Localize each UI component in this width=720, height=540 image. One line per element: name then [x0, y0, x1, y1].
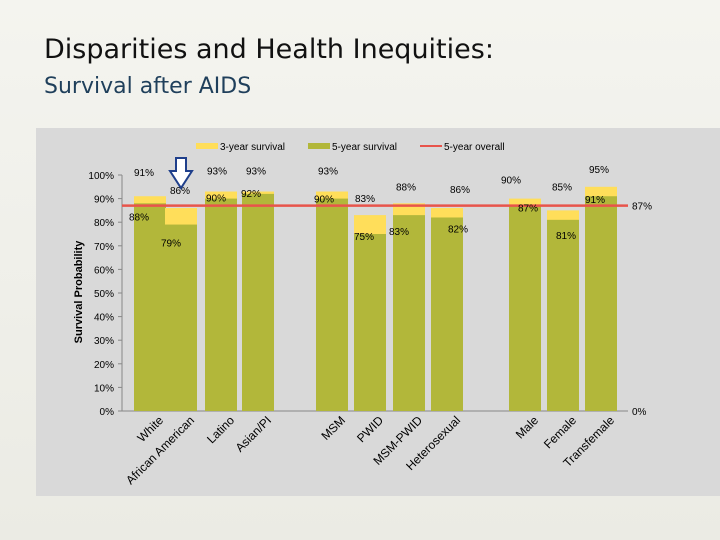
value-label-3-year-2: 93%: [207, 167, 227, 178]
y-tick-label: 100%: [88, 171, 114, 182]
bar-5-year-3: [242, 193, 274, 411]
category-label-4: MSM: [318, 413, 348, 443]
y-tick-label: 10%: [94, 383, 114, 394]
value-label-5-year-7: 82%: [448, 224, 468, 235]
legend-label-3-year: 3-year survival: [220, 142, 285, 153]
value-label-3-year-5: 83%: [355, 194, 375, 205]
chart-panel: 3-year survival 5-year survival 5-year o…: [36, 128, 720, 496]
y-tick-label: 0%: [100, 407, 115, 418]
y-tick-label: 90%: [94, 195, 114, 206]
value-labels: 91% 88% 86% 79% 93% 90% 93% 92% 93% 90% 83% 75% 88% 8…: [129, 165, 647, 418]
slide-subtitle: Survival after AIDS: [44, 74, 252, 99]
value-label-3-year-9: 85%: [552, 182, 572, 193]
value-label-3-year-1: 86%: [170, 186, 190, 197]
value-label-3-year-10: 95%: [589, 165, 609, 176]
value-label-3-year-8: 90%: [501, 176, 521, 187]
bar-5-year-8: [509, 205, 541, 411]
right-zero-label: 0%: [632, 407, 647, 418]
bars: [134, 186, 617, 411]
bar-5-year-0: [134, 203, 166, 411]
bar-5-year-7: [431, 217, 463, 411]
category-label-5: PWID: [354, 413, 386, 445]
bar-5-year-9: [547, 219, 579, 411]
y-axis-label: Survival Probability: [73, 240, 85, 344]
value-label-5-year-6: 83%: [389, 227, 409, 238]
slide-title: Disparities and Health Inequities:: [44, 34, 494, 65]
legend-label-5-year: 5-year survival: [332, 142, 397, 153]
bar-5-year-10: [585, 196, 617, 411]
value-label-5-year-5: 75%: [354, 232, 374, 243]
value-label-5-year-2: 90%: [206, 194, 226, 205]
value-label-5-year-1: 79%: [161, 239, 181, 250]
y-tick-label: 60%: [94, 265, 114, 276]
value-label-3-year-0: 91%: [134, 168, 154, 179]
value-label-5-year-4: 90%: [314, 195, 334, 206]
chart-legend: 3-year survival 5-year survival 5-year o…: [196, 142, 505, 153]
y-tick-label: 80%: [94, 218, 114, 229]
value-label-5-year-9: 81%: [556, 231, 576, 242]
bar-5-year-4: [316, 198, 348, 411]
value-label-5-year-3: 92%: [241, 189, 261, 200]
y-tick-label: 40%: [94, 313, 114, 324]
y-tick-label: 30%: [94, 336, 114, 347]
overall-line-group: 87%: [122, 202, 652, 213]
y-tick-label: 70%: [94, 242, 114, 253]
value-label-3-year-7: 86%: [450, 185, 470, 196]
value-label-5-year-8: 87%: [518, 204, 538, 215]
highlight-arrow-icon: [168, 157, 194, 190]
value-label-5-year-10: 91%: [585, 195, 605, 206]
value-label-3-year-4: 93%: [318, 167, 338, 178]
bar-5-year-1: [165, 224, 197, 411]
legend-swatch-3-year: [196, 143, 218, 149]
highlight-arrow-shape: [168, 157, 194, 190]
bar-5-year-5: [354, 234, 386, 411]
y-tick-label: 50%: [94, 289, 114, 300]
category-label-8: Male: [513, 413, 542, 442]
category-label-2: Latino: [204, 413, 237, 446]
overall-line-label: 87%: [632, 202, 652, 213]
y-tick-label: 20%: [94, 360, 114, 371]
value-label-3-year-3: 93%: [246, 167, 266, 178]
bar-5-year-6: [393, 215, 425, 411]
legend-label-5-year-overall: 5-year overall: [444, 142, 505, 153]
value-label-5-year-0: 88%: [129, 212, 149, 223]
legend-swatch-5-year: [308, 143, 330, 149]
value-label-3-year-6: 88%: [396, 182, 416, 193]
survival-bar-chart: 3-year survival 5-year survival 5-year o…: [73, 142, 652, 487]
category-label-3: Asian/PI: [233, 413, 275, 455]
bar-5-year-2: [205, 198, 237, 411]
